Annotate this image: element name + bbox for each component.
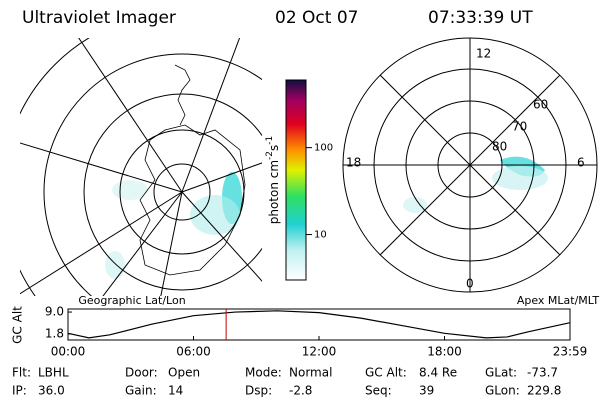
x-tick-label: 18:00 <box>427 345 462 359</box>
colorbar-tick-label: 10 <box>314 230 327 241</box>
map-caption: Geographic Lat/Lon <box>78 294 185 307</box>
mlt-label: 6 <box>577 156 585 170</box>
orbit-ylabel: GC Alt <box>11 306 25 344</box>
colorbar-tick-label: 100 <box>314 143 333 154</box>
info-label: GC Alt: <box>365 366 407 380</box>
info-label: IP: <box>12 384 27 398</box>
time: 07:33:39 UT <box>428 8 533 28</box>
info-label: GLat: <box>485 366 517 380</box>
info-label: Flt: <box>12 366 31 380</box>
magnetic-map <box>342 37 598 293</box>
unit: photon cm <box>267 160 281 224</box>
mlat-label: 80 <box>492 140 507 154</box>
x-tick-label: 23:59 <box>553 345 588 359</box>
x-tick-label: 12:00 <box>302 345 337 359</box>
mlat-label: 60 <box>533 98 548 112</box>
info-label: Mode: <box>245 366 282 380</box>
info-value: 8.4 Re <box>419 366 457 380</box>
unit-exp: -2 <box>265 151 275 160</box>
info-value: 229.8 <box>527 384 561 398</box>
instrument: Ultraviolet Imager <box>22 8 176 28</box>
orbit-frame <box>67 308 571 341</box>
colorbar-label: photon cm-2s-1 <box>265 136 281 225</box>
info-value: -73.7 <box>527 366 558 380</box>
mlt-label: 18 <box>346 156 361 170</box>
mlat-label: 70 <box>512 120 527 134</box>
colorbar <box>285 79 307 281</box>
info-value: 14 <box>168 384 183 398</box>
x-tick-label: 00:00 <box>51 345 86 359</box>
info-value: 39 <box>419 384 434 398</box>
unit-exp: -1 <box>265 136 275 145</box>
y-tick-label: 9.0 <box>45 305 64 319</box>
map-caption: Apex MLat/MLT <box>517 294 600 307</box>
info-value: LBHL <box>38 366 69 380</box>
unit: s <box>267 145 281 151</box>
info-value: Open <box>168 366 200 380</box>
mlt-label: 0 <box>466 277 474 291</box>
info-value: 36.0 <box>38 384 65 398</box>
info-label: Dsp: <box>245 384 272 398</box>
info-label: Seq: <box>365 384 392 398</box>
x-tick-label: 06:00 <box>176 345 211 359</box>
y-tick-label: 1.8 <box>45 326 64 340</box>
info-label: GLon: <box>485 384 520 398</box>
mlt-label: 12 <box>476 47 491 61</box>
geographic-map <box>20 38 262 296</box>
info-value: -2.8 <box>289 384 312 398</box>
info-label: Door: <box>125 366 158 380</box>
info-value: Normal <box>289 366 332 380</box>
altitude-line <box>67 310 571 339</box>
info-label: Gain: <box>125 384 157 398</box>
date: 02 Oct 07 <box>275 8 358 28</box>
